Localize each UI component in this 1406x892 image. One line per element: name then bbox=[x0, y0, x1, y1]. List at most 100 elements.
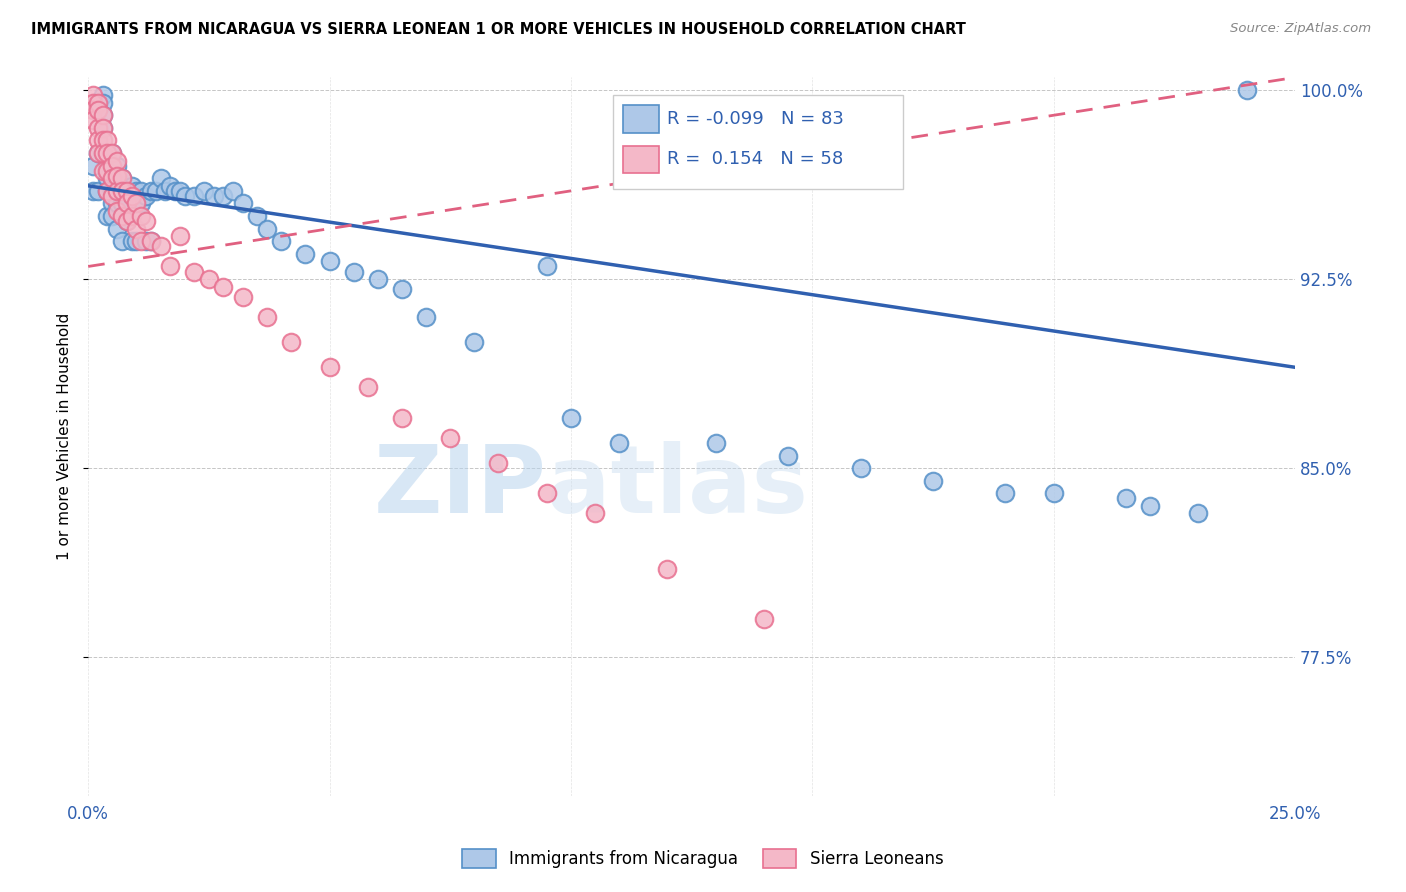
Point bbox=[111, 171, 134, 186]
Point bbox=[129, 234, 152, 248]
Text: IMMIGRANTS FROM NICARAGUA VS SIERRA LEONEAN 1 OR MORE VEHICLES IN HOUSEHOLD CORR: IMMIGRANTS FROM NICARAGUA VS SIERRA LEON… bbox=[31, 22, 966, 37]
Point bbox=[105, 184, 128, 198]
Point bbox=[159, 260, 181, 274]
Point bbox=[294, 247, 316, 261]
Point bbox=[91, 146, 114, 161]
Point bbox=[105, 221, 128, 235]
Point bbox=[752, 612, 775, 626]
Point bbox=[439, 431, 461, 445]
Point bbox=[318, 360, 340, 375]
Point bbox=[87, 95, 110, 110]
Point bbox=[96, 184, 118, 198]
Point bbox=[173, 189, 195, 203]
Point bbox=[704, 436, 727, 450]
Point bbox=[607, 436, 630, 450]
Point bbox=[159, 178, 181, 193]
Point bbox=[91, 120, 114, 135]
Point bbox=[111, 209, 134, 223]
Point bbox=[169, 229, 191, 244]
Point bbox=[91, 120, 114, 135]
Point bbox=[105, 153, 128, 168]
Point bbox=[135, 189, 157, 203]
Point bbox=[202, 189, 225, 203]
Point bbox=[91, 108, 114, 122]
Text: R = -0.099   N = 83: R = -0.099 N = 83 bbox=[668, 110, 845, 128]
Point bbox=[101, 159, 124, 173]
Point bbox=[121, 234, 143, 248]
Point bbox=[139, 234, 162, 248]
Point bbox=[139, 184, 162, 198]
FancyBboxPatch shape bbox=[623, 105, 659, 133]
Point bbox=[111, 184, 134, 198]
Point bbox=[193, 184, 215, 198]
Point bbox=[145, 184, 167, 198]
Point bbox=[657, 562, 679, 576]
Point bbox=[115, 196, 138, 211]
Point bbox=[91, 95, 114, 110]
Point bbox=[125, 234, 148, 248]
Point bbox=[125, 184, 148, 198]
Point bbox=[121, 178, 143, 193]
FancyBboxPatch shape bbox=[623, 145, 659, 173]
Point bbox=[111, 184, 134, 198]
FancyBboxPatch shape bbox=[613, 95, 903, 189]
Point bbox=[115, 214, 138, 228]
Point bbox=[343, 264, 366, 278]
Point bbox=[994, 486, 1017, 500]
Point bbox=[115, 189, 138, 203]
Point bbox=[91, 133, 114, 147]
Text: ZIP: ZIP bbox=[374, 441, 547, 533]
Point bbox=[91, 163, 114, 178]
Point bbox=[367, 272, 389, 286]
Point bbox=[149, 171, 172, 186]
Point bbox=[101, 196, 124, 211]
Point bbox=[155, 184, 177, 198]
Point bbox=[129, 209, 152, 223]
Point bbox=[318, 254, 340, 268]
Point bbox=[105, 184, 128, 198]
Point bbox=[270, 234, 292, 248]
Point bbox=[82, 88, 104, 103]
Point bbox=[82, 103, 104, 118]
Point bbox=[256, 310, 278, 324]
Point bbox=[129, 184, 152, 198]
Point bbox=[111, 209, 134, 223]
Point bbox=[246, 209, 269, 223]
Point bbox=[125, 196, 148, 211]
Point bbox=[232, 290, 254, 304]
Point bbox=[212, 279, 235, 293]
Point bbox=[163, 184, 186, 198]
Point bbox=[82, 159, 104, 173]
Point bbox=[105, 204, 128, 219]
Point bbox=[91, 146, 114, 161]
Point bbox=[115, 214, 138, 228]
Point bbox=[135, 234, 157, 248]
Point bbox=[105, 171, 128, 186]
Point bbox=[583, 507, 606, 521]
Point bbox=[129, 196, 152, 211]
Point bbox=[82, 95, 104, 110]
Y-axis label: 1 or more Vehicles in Household: 1 or more Vehicles in Household bbox=[58, 313, 72, 560]
Point bbox=[1236, 83, 1258, 97]
Point bbox=[101, 209, 124, 223]
Point bbox=[96, 133, 118, 147]
Legend: Immigrants from Nicaragua, Sierra Leoneans: Immigrants from Nicaragua, Sierra Leonea… bbox=[456, 842, 950, 875]
Point bbox=[256, 221, 278, 235]
Point bbox=[111, 196, 134, 211]
Point bbox=[105, 159, 128, 173]
Point bbox=[101, 159, 124, 173]
Point bbox=[87, 103, 110, 118]
Point bbox=[357, 380, 380, 394]
Point bbox=[111, 234, 134, 248]
Point bbox=[222, 184, 245, 198]
Point bbox=[87, 120, 110, 135]
Point bbox=[96, 163, 118, 178]
Point bbox=[169, 184, 191, 198]
Point bbox=[101, 184, 124, 198]
Point bbox=[101, 146, 124, 161]
Point bbox=[149, 239, 172, 253]
Point bbox=[101, 171, 124, 186]
Point bbox=[391, 282, 413, 296]
Point bbox=[101, 189, 124, 203]
Point bbox=[488, 456, 510, 470]
